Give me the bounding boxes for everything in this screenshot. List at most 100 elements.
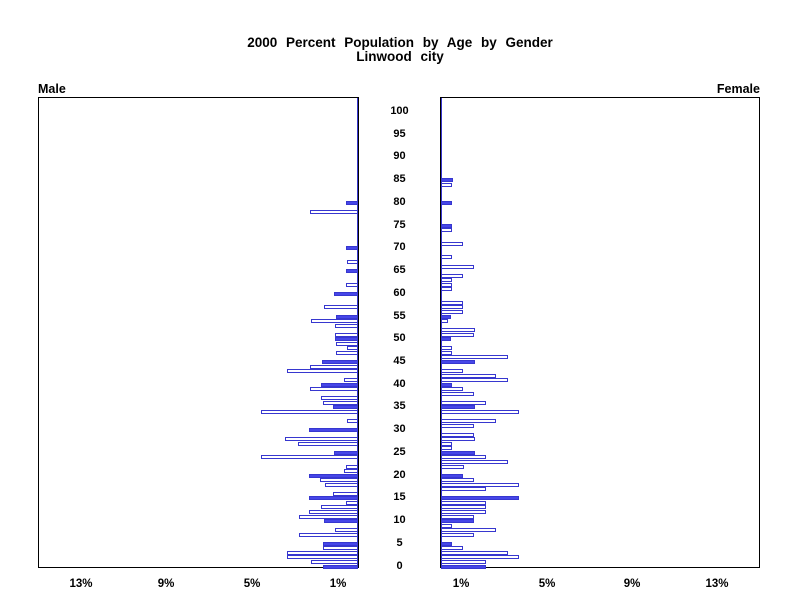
- bar-male-age-32: [347, 419, 358, 423]
- age-tick-75: 75: [393, 219, 406, 231]
- bar-female-age-71: [441, 242, 463, 246]
- age-tick-60: 60: [393, 287, 406, 299]
- age-tick-90: 90: [393, 150, 406, 162]
- age-tick-15: 15: [393, 491, 406, 503]
- bar-female-age-26: [441, 446, 452, 450]
- bar-female-age-42: [441, 374, 496, 378]
- x-tick-female-13: 13%: [705, 578, 729, 590]
- bar-male-age-70: [346, 246, 358, 250]
- bar-female-age-32: [441, 419, 496, 423]
- age-tick-55: 55: [393, 310, 406, 322]
- age-tick-45: 45: [393, 355, 406, 367]
- bar-female-age-8: [441, 528, 496, 532]
- age-tick-85: 85: [393, 173, 406, 185]
- bar-female-age-58: [441, 301, 463, 305]
- bar-female-age-0: [441, 565, 486, 569]
- bar-male-age-35: [333, 405, 358, 409]
- bar-male-age-2: [287, 555, 358, 559]
- bar-female-age-57: [441, 305, 463, 309]
- bar-male-age-18: [325, 483, 358, 487]
- bar-male-age-39: [310, 387, 358, 391]
- age-tick-95: 95: [393, 128, 406, 140]
- age-tick-10: 10: [393, 514, 406, 526]
- bar-female-age-84: [441, 183, 452, 187]
- bar-female-age-66: [441, 265, 474, 269]
- male-panel: [38, 97, 359, 569]
- bar-male-age-53: [335, 324, 358, 328]
- bar-female-age-56: [441, 310, 463, 314]
- bar-female-age-68: [441, 255, 452, 259]
- age-tick-50: 50: [393, 332, 406, 344]
- bar-male-age-21: [344, 469, 358, 473]
- x-tick-male-9: 9%: [157, 578, 175, 590]
- bar-female-age-24: [441, 455, 486, 459]
- bar-male-age-37: [321, 396, 358, 400]
- bar-female-age-31: [441, 424, 474, 428]
- bar-female-age-36: [441, 401, 486, 405]
- bar-female-age-50: [441, 337, 451, 341]
- x-tick-female-5: 5%: [538, 578, 556, 590]
- age-tick-70: 70: [393, 241, 406, 253]
- bar-female-age-38: [441, 392, 474, 396]
- x-tick-female-9: 9%: [623, 578, 641, 590]
- bar-male-age-28: [285, 437, 358, 441]
- bar-female-age-12: [441, 510, 486, 514]
- bar-female-age-19: [441, 478, 474, 482]
- bar-male-age-12: [309, 510, 358, 514]
- bar-female-age-75: [441, 224, 452, 228]
- bar-female-age-10: [441, 519, 474, 523]
- bar-male-age-47: [336, 351, 358, 355]
- bar-female-age-9: [441, 524, 452, 528]
- bar-male-age-25: [334, 451, 358, 455]
- bar-male-age-43: [287, 369, 358, 373]
- x-tick-male-13: 13%: [69, 578, 93, 590]
- bar-male-age-11: [299, 515, 358, 519]
- bar-female-age-11: [441, 515, 474, 519]
- bar-male-age-27: [298, 442, 358, 446]
- bar-female-age-51: [441, 333, 474, 337]
- bar-male-age-45: [322, 360, 358, 364]
- bar-male-age-15: [309, 496, 358, 500]
- chart-title: 2000 Percent Population by Age by Gender: [247, 35, 553, 50]
- age-tick-0: 0: [396, 560, 403, 572]
- bar-female-age-20: [441, 474, 463, 478]
- chart-subtitle: Linwood city: [356, 49, 444, 64]
- bar-male-age-40: [321, 383, 358, 387]
- bar-male-age-13: [321, 505, 358, 509]
- bar-male-age-14: [346, 501, 358, 505]
- bar-female-age-13: [441, 505, 486, 509]
- bar-male-age-0: [323, 565, 358, 569]
- chart-title-block: 2000 Percent Population by Age by Gender…: [0, 36, 800, 64]
- bar-female-age-14: [441, 501, 486, 505]
- female-axis-label: Female: [716, 82, 760, 96]
- bar-female-age-5: [441, 542, 452, 546]
- bar-male-age-80: [346, 201, 358, 205]
- bar-male-age-3: [287, 551, 358, 555]
- bar-male-age-1: [311, 560, 358, 564]
- bar-male-age-65: [346, 269, 358, 273]
- bar-male-age-49: [336, 342, 358, 346]
- bar-female-age-15: [441, 496, 519, 500]
- bar-male-age-67: [347, 260, 358, 264]
- bar-female-age-47: [441, 351, 452, 355]
- bar-female-age-34: [441, 410, 519, 414]
- bar-male-age-51: [335, 333, 358, 337]
- bar-male-age-41: [344, 378, 358, 382]
- bar-male-age-54: [311, 319, 358, 323]
- bar-female-age-29: [441, 433, 474, 437]
- bar-male-age-7: [299, 533, 358, 537]
- male-zero-axis-line: [357, 98, 358, 567]
- bar-male-age-24: [261, 455, 358, 459]
- bar-female-age-48: [441, 346, 452, 350]
- bar-male-age-44: [310, 365, 358, 369]
- bar-male-age-55: [336, 315, 358, 319]
- bar-male-age-34: [261, 410, 358, 414]
- bar-male-age-78: [310, 210, 358, 214]
- bar-female-age-7: [441, 533, 474, 537]
- bar-female-age-27: [441, 442, 452, 446]
- bar-female-age-23: [441, 460, 508, 464]
- bar-male-age-48: [347, 346, 358, 350]
- bar-male-age-5: [323, 542, 358, 546]
- bar-female-age-35: [441, 405, 475, 409]
